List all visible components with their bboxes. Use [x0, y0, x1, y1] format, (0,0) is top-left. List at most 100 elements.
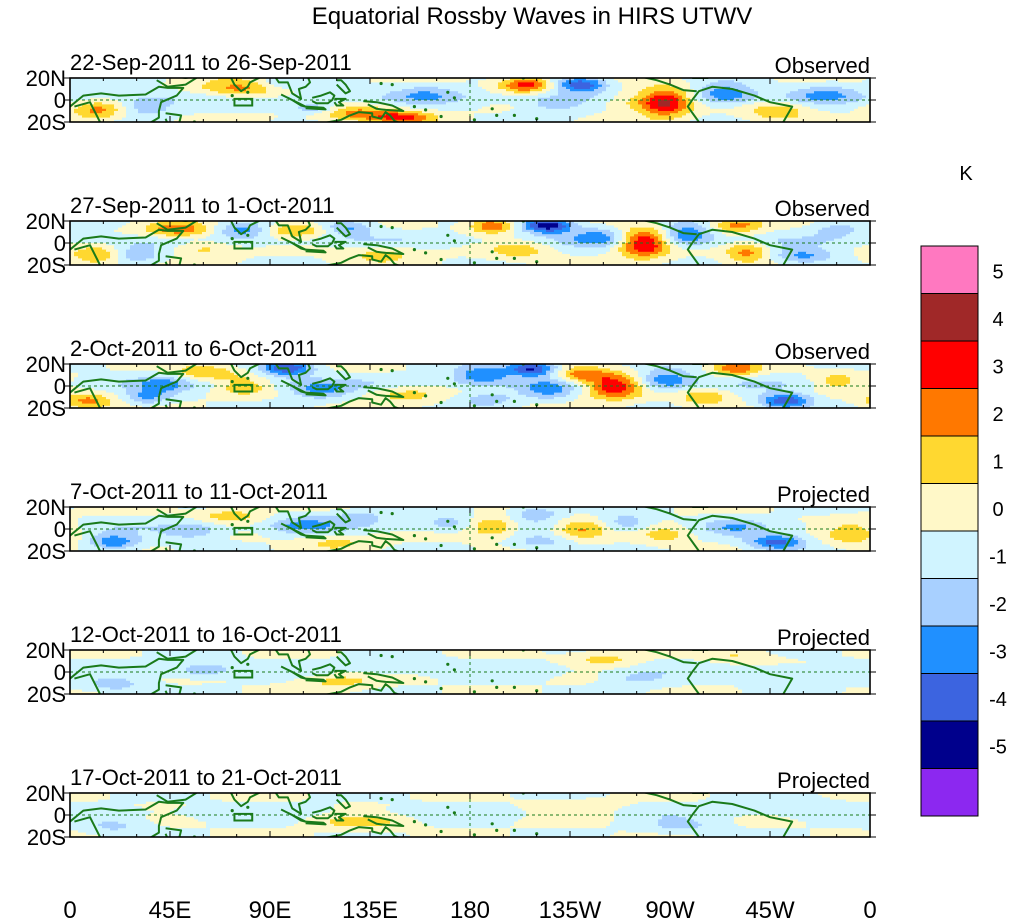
field-cell: [770, 403, 803, 407]
field-cell: [794, 390, 815, 394]
field-cell: [486, 89, 507, 92]
field-cell: [650, 524, 683, 528]
field-cell: [846, 548, 870, 551]
island: [535, 546, 539, 550]
field-cell: [854, 368, 870, 372]
field-cell: [678, 531, 691, 534]
field-cell: [638, 522, 659, 526]
field-cell: [574, 78, 587, 81]
field-cell: [742, 104, 803, 108]
field-cell: [514, 221, 523, 224]
field-cell: [458, 388, 515, 391]
field-cell: [854, 251, 870, 255]
field-cell: [522, 511, 555, 515]
field-cell: [638, 372, 651, 376]
field-cell: [122, 544, 135, 548]
field-cell: [670, 240, 679, 244]
field-cell: [686, 93, 695, 97]
island: [390, 655, 394, 659]
colorbar-swatch: [920, 293, 979, 342]
field-cell: [190, 377, 215, 380]
field-cell: [374, 672, 567, 675]
field-cell: [138, 111, 159, 114]
field-cell: [778, 80, 827, 83]
field-cell: [826, 249, 855, 253]
field-cell: [202, 524, 227, 528]
field-cell: [322, 535, 511, 539]
field-cell: [774, 507, 870, 510]
island: [379, 653, 383, 658]
field-cell: [734, 817, 791, 820]
field-cell: [70, 830, 79, 834]
island: [512, 685, 516, 689]
field-cell: [518, 84, 535, 88]
field-cell: [534, 84, 543, 88]
field-cell: [734, 115, 763, 119]
field-cell: [766, 526, 807, 530]
coastline: [642, 793, 697, 808]
coastline: [147, 793, 199, 803]
field-cell: [82, 258, 107, 262]
field-cell: [418, 819, 519, 823]
field-cell: [542, 691, 647, 694]
field-cell: [670, 229, 679, 233]
field-cell: [458, 91, 491, 94]
field-cell: [390, 104, 491, 108]
field-cell: [506, 394, 527, 398]
field-cell: [206, 225, 215, 229]
field-cell: [630, 104, 643, 108]
field-cell: [418, 113, 435, 116]
field-cell: [638, 232, 651, 235]
field-cell: [378, 687, 443, 691]
coastline: [147, 507, 199, 517]
coastline: [323, 683, 401, 694]
field-cell: [806, 823, 870, 827]
field-cell: [662, 249, 671, 253]
field-cell: [750, 364, 763, 367]
field-cell: [686, 399, 723, 402]
field-cell: [606, 399, 623, 402]
field-cell: [202, 247, 211, 251]
lat-tick-label: 0: [54, 517, 66, 542]
island: [246, 376, 250, 380]
coastline: [323, 397, 401, 408]
field-cell: [750, 544, 763, 548]
field-cell: [638, 520, 663, 523]
field-cell: [338, 232, 371, 235]
field-cell: [730, 529, 743, 532]
field-cell: [554, 526, 567, 530]
field-cell: [722, 399, 743, 402]
field-cell: [150, 223, 203, 226]
field-cell: [158, 262, 239, 265]
field-cell: [106, 529, 139, 532]
field-cell: [766, 405, 783, 408]
field-cell: [806, 364, 870, 367]
field-cell: [414, 817, 523, 820]
field-cell: [258, 225, 271, 229]
field-cell: [634, 403, 675, 407]
field-cell: [386, 93, 411, 97]
field-cell: [510, 104, 539, 108]
field-cell: [362, 394, 387, 398]
field-cell: [330, 113, 347, 116]
field-cell: [626, 240, 631, 244]
field-cell: [666, 234, 671, 237]
field-cell: [258, 375, 275, 378]
field-cell: [726, 243, 763, 246]
field-cell: [238, 366, 259, 369]
field-cell: [502, 520, 515, 523]
field-cell: [574, 375, 623, 378]
field-cell: [646, 377, 655, 380]
field-cell: [502, 225, 511, 229]
field-cell: [522, 229, 535, 233]
field-cell: [574, 513, 591, 517]
field-cell: [678, 111, 691, 114]
field-cell: [802, 372, 870, 376]
field-cell: [410, 834, 511, 837]
field-cell: [178, 89, 211, 92]
field-cell: [634, 247, 655, 251]
field-cell: [698, 821, 735, 825]
field-cell: [594, 388, 603, 391]
field-cell: [762, 403, 771, 407]
field-cell: [610, 821, 659, 825]
